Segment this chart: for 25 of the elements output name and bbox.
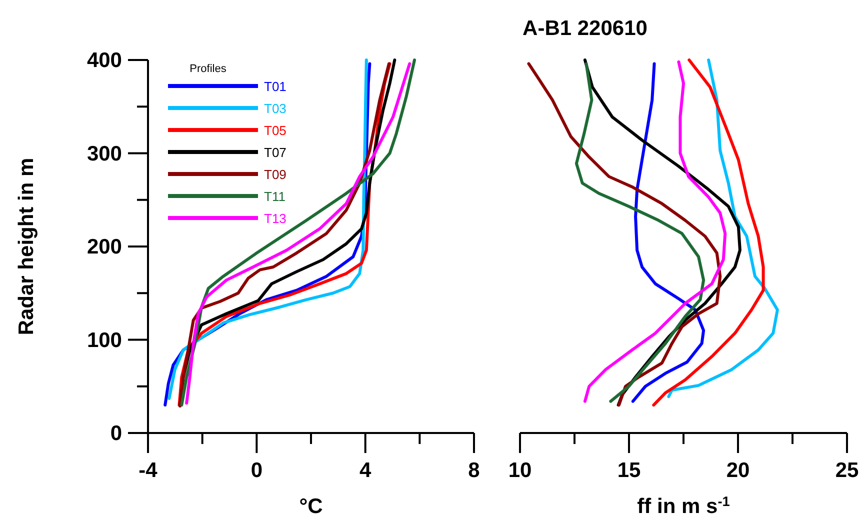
x-tick-label: -4 — [138, 459, 158, 482]
text: T01 — [264, 79, 286, 94]
x-axis-title: ff in m s$^{-1}$ — [637, 494, 730, 518]
y-tick-label: 100 — [86, 328, 122, 352]
y-tick-label: 0 — [110, 422, 122, 445]
text: T07 — [264, 145, 286, 160]
x-tick-label: 15 — [617, 459, 641, 482]
x-tick-label: 25 — [835, 459, 859, 482]
legend-title: Profiles — [190, 63, 227, 75]
y-axis-title: Radar height in m — [15, 158, 38, 336]
y-tick-label: 300 — [86, 142, 122, 166]
x-tick-label: 4 — [359, 459, 372, 482]
chart-title: A-B1 220610 — [522, 17, 648, 40]
x-tick-label: 20 — [726, 459, 750, 482]
series-label: T13 — [264, 211, 286, 226]
x-tick-label: 10 — [508, 459, 532, 482]
text: T09 — [264, 167, 286, 182]
series-label: T11 — [264, 189, 286, 204]
text: T03 — [264, 101, 286, 116]
text: T05 — [264, 123, 286, 138]
x-tick-label: 0 — [250, 459, 263, 482]
x-tick-label: 8 — [468, 459, 480, 482]
y-tick-label: 200 — [86, 236, 122, 258]
x-axis-title: °C — [299, 495, 323, 518]
y-tick-label: 400 — [86, 49, 122, 72]
